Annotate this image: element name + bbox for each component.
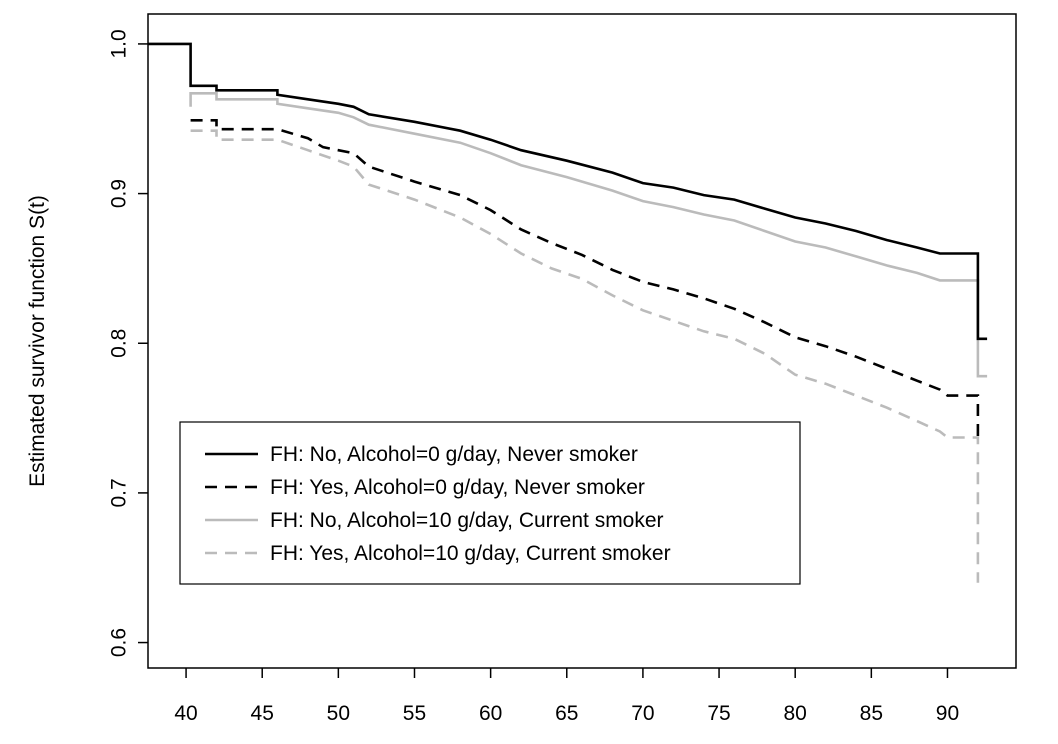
y-tick-label: 1.0 (108, 29, 131, 58)
x-tick-label: 80 (784, 702, 807, 725)
x-tick-label: 45 (251, 702, 274, 725)
y-axis: 0.6 0.7 0.8 0.9 1.0 (108, 29, 148, 657)
legend-label-2: FH: Yes, Alcohol=0 g/day, Never smoker (270, 476, 645, 499)
y-axis-label: Estimated survivor function S(t) (26, 195, 49, 487)
series-layer (148, 42, 988, 583)
x-tick-label: 85 (860, 702, 883, 725)
series-line-3 (189, 92, 988, 378)
x-axis: 40 45 50 55 60 65 70 75 80 85 90 (174, 668, 959, 725)
y-tick-label: 0.6 (108, 628, 131, 657)
legend-label-4: FH: Yes, Alcohol=10 g/day, Current smoke… (270, 542, 671, 565)
x-tick-label: 90 (936, 702, 959, 725)
plot-frame (147, 13, 1017, 669)
legend-label-1: FH: No, Alcohol=0 g/day, Never smoker (270, 443, 638, 466)
x-tick-label: 65 (555, 702, 578, 725)
series-line-4 (190, 129, 980, 583)
legend-box (179, 421, 801, 585)
y-tick-label: 0.8 (108, 329, 131, 358)
x-tick-label: 75 (707, 702, 730, 725)
x-tick-label: 50 (327, 702, 350, 725)
series-line-1 (148, 42, 988, 341)
y-tick-label: 0.9 (108, 179, 131, 208)
legend: FH: No, Alcohol=0 g/day, Never smoker FH:… (179, 421, 801, 585)
x-tick-label: 55 (403, 702, 426, 725)
legend-label-3: FH: No, Alcohol=10 g/day, Current smoker (270, 509, 664, 532)
x-tick-label: 60 (479, 702, 502, 725)
series-line-2 (190, 119, 980, 438)
y-tick-label: 0.7 (108, 478, 131, 507)
x-tick-label: 70 (631, 702, 654, 725)
x-tick-label: 40 (174, 702, 197, 725)
